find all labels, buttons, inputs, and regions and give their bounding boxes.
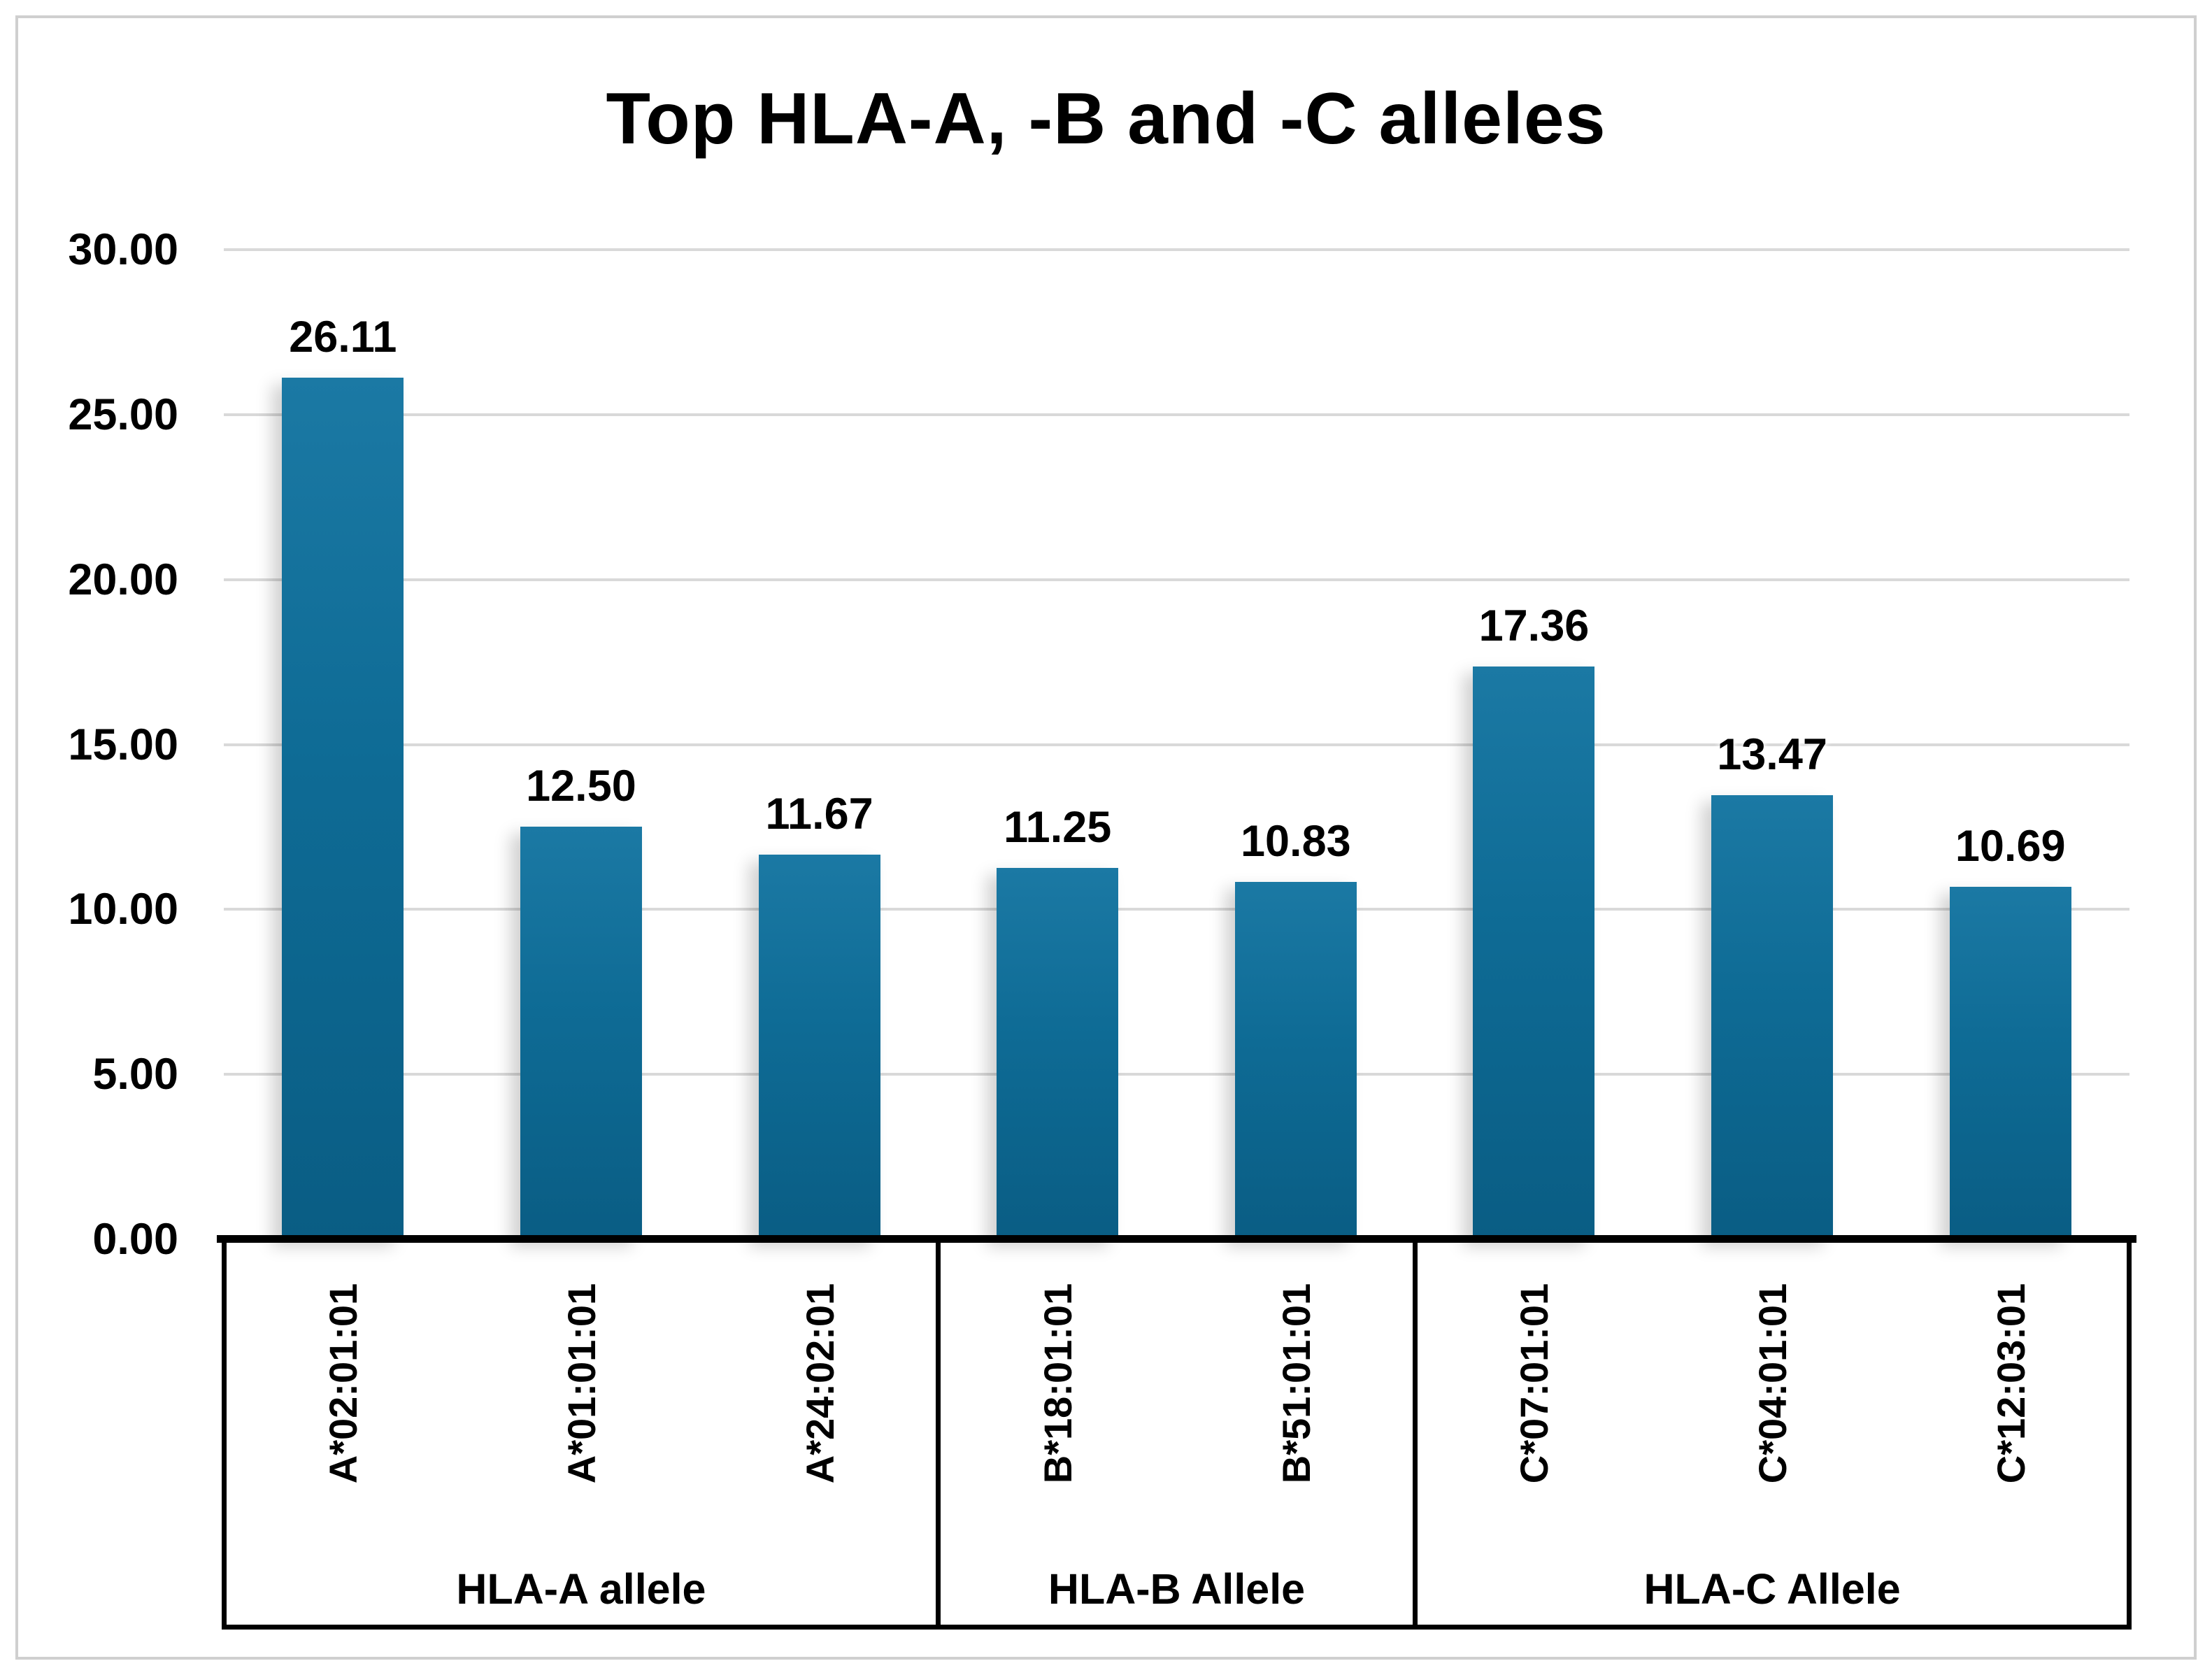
bar — [1949, 886, 2071, 1239]
category-group-label: HLA-B Allele — [1048, 1565, 1306, 1613]
chart-title: Top HLA-A, -B and -C alleles — [606, 78, 1606, 159]
bar-value-label: 10.83 — [1240, 817, 1351, 867]
bar — [282, 378, 404, 1239]
category-label: B*18:01:01 — [1035, 1283, 1080, 1484]
category-label: C*04:01:01 — [1750, 1283, 1794, 1484]
y-axis-tick-label: 0.00 — [92, 1215, 178, 1264]
category-label: C*07:01:01 — [1511, 1283, 1556, 1484]
y-axis-tick-label: 25.00 — [68, 390, 178, 439]
category-label: C*12:03:01 — [1988, 1283, 2033, 1484]
y-axis-tick-label: 20.00 — [68, 555, 178, 604]
category-label: A*24:02:01 — [797, 1283, 842, 1484]
y-axis-tick-label: 30.00 — [68, 225, 178, 274]
bar-value-label: 11.25 — [1004, 803, 1112, 853]
bar-value-label: 17.36 — [1478, 601, 1590, 651]
gridline — [224, 1073, 2129, 1076]
category-group-divider — [1412, 1239, 1418, 1630]
category-label: A*01:01:01 — [559, 1283, 604, 1484]
category-group-label: HLA-A allele — [456, 1565, 706, 1613]
gridline — [224, 908, 2129, 911]
bar — [1711, 794, 1834, 1239]
bar-value-label: 11.67 — [765, 789, 873, 839]
y-axis-tick-label: 5.00 — [92, 1050, 178, 1099]
bar — [1473, 667, 1595, 1239]
category-group-divider — [936, 1239, 941, 1630]
y-axis-tick-label: 15.00 — [68, 720, 178, 769]
bar — [997, 868, 1119, 1239]
category-label: A*02:01:01 — [320, 1283, 365, 1484]
bar — [1234, 882, 1357, 1239]
category-group-label: HLA-C Allele — [1643, 1565, 1901, 1613]
bar-value-label: 10.69 — [1955, 821, 2066, 871]
bar-value-label: 13.47 — [1717, 729, 1827, 779]
bar-value-label: 26.11 — [289, 313, 397, 362]
bar — [758, 854, 880, 1239]
x-axis-baseline — [217, 1235, 2136, 1243]
bar-value-label: 12.50 — [526, 762, 636, 811]
bar — [520, 827, 642, 1239]
y-axis-tick-label: 10.00 — [68, 885, 178, 934]
category-axis-box — [222, 1239, 2132, 1630]
gridline — [224, 743, 2129, 746]
category-label: B*51:01:01 — [1273, 1283, 1318, 1484]
gridline — [224, 248, 2129, 251]
gridline — [224, 413, 2129, 416]
gridline — [224, 578, 2129, 581]
